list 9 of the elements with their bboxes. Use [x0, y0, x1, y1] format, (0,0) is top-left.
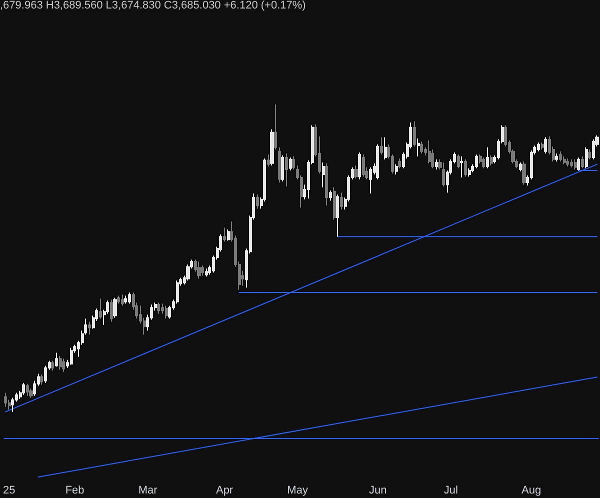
x-tick-label: Aug [521, 484, 542, 496]
x-tick-label: 25 [2, 484, 16, 496]
x-tick-label: Jun [369, 484, 387, 496]
text: ,679.963 H3,689.560 L3,674.830 C3,685.030 +6.120 (+0.17%) [0, 0, 306, 12]
x-tick-label: Feb [65, 484, 84, 496]
x-tick-label: Mar [138, 484, 158, 496]
x-tick-label: May [287, 484, 308, 496]
x-tick-label: Jul [444, 484, 458, 496]
x-tick-label: Apr [216, 484, 234, 496]
